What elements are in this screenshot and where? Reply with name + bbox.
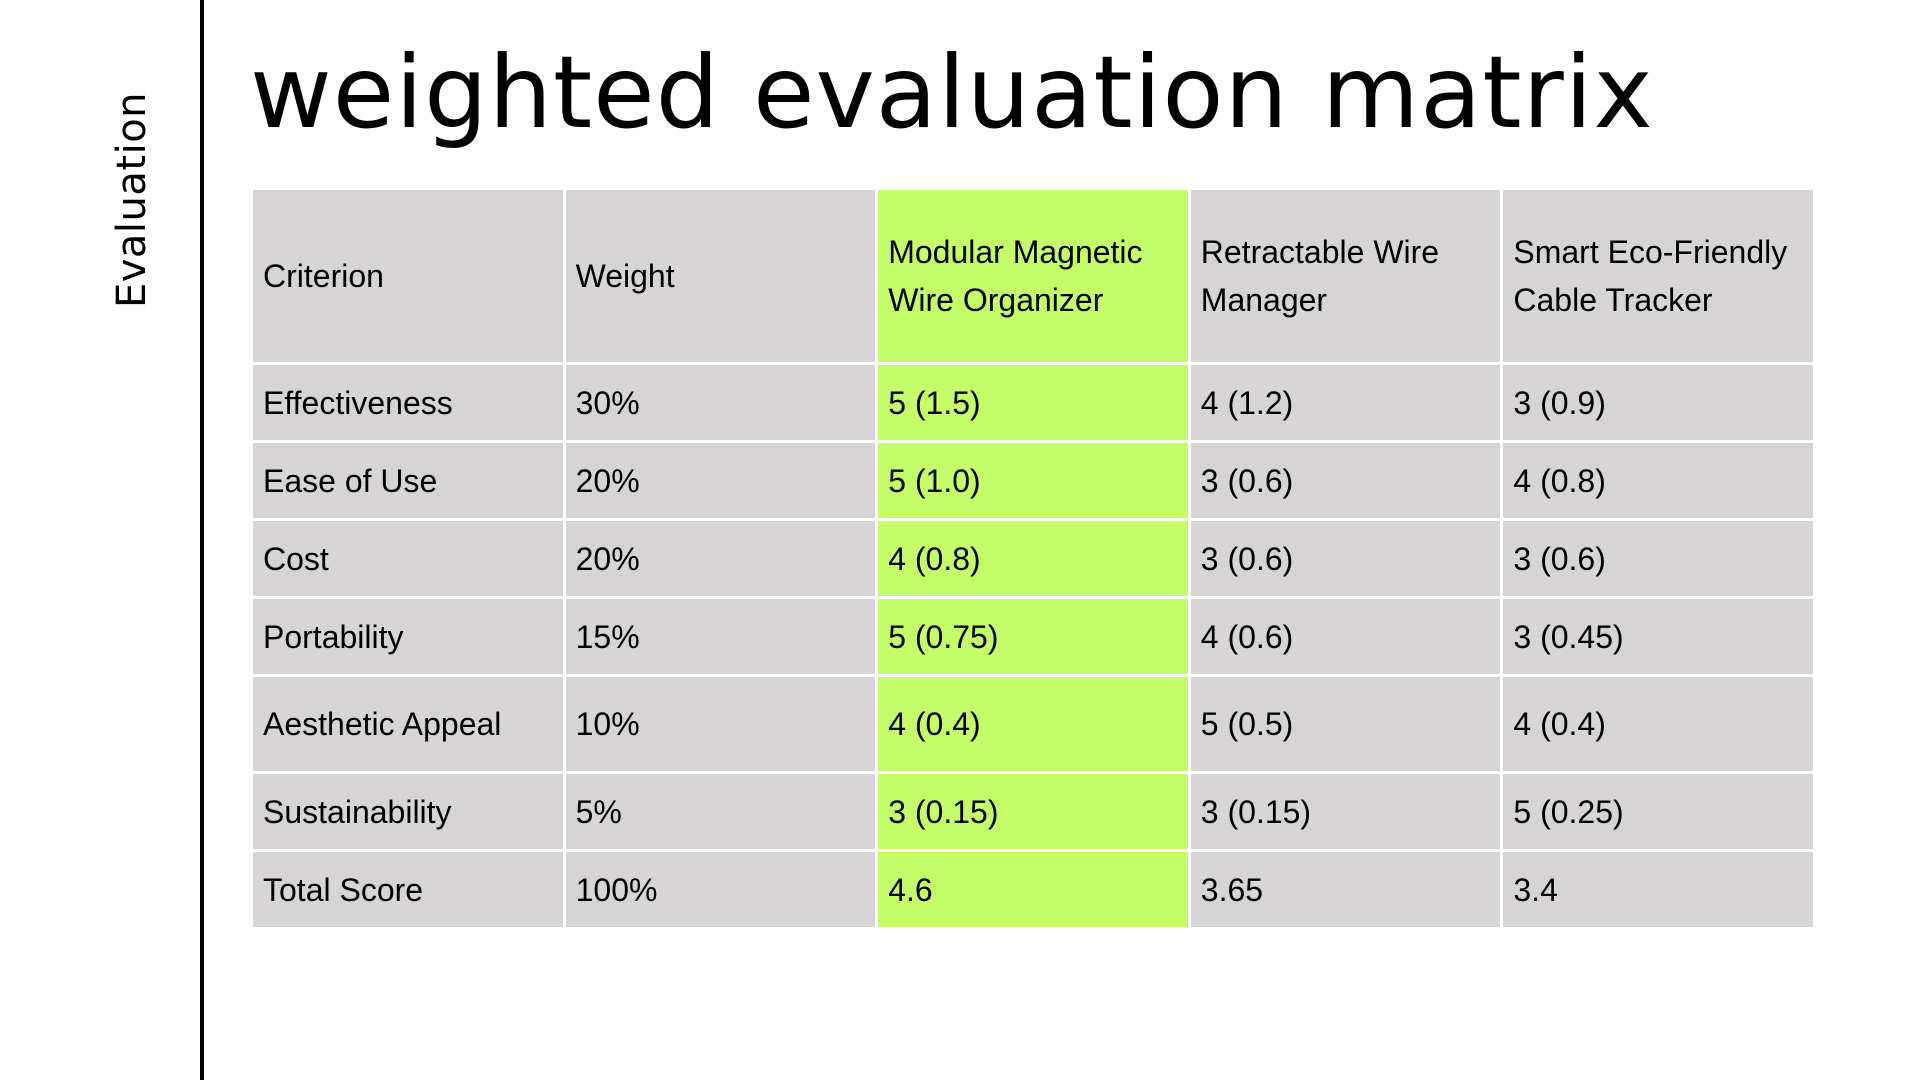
- cell-score: 4 (0.6): [1190, 599, 1501, 674]
- cell-score: 5 (0.5): [1190, 677, 1501, 771]
- table-row-total: Total Score 100% 4.6 3.65 3.4: [253, 852, 1813, 927]
- cell-weight: 100%: [565, 852, 876, 927]
- cell-score: 5 (0.25): [1503, 774, 1813, 849]
- table-header-row: Criterion Weight Modular Magnetic Wire O…: [253, 190, 1813, 362]
- cell-total-score: 4.6: [878, 852, 1188, 927]
- table-row: Sustainability 5% 3 (0.15) 3 (0.15) 5 (0…: [253, 774, 1813, 849]
- evaluation-matrix-table: Criterion Weight Modular Magnetic Wire O…: [250, 187, 1816, 930]
- cell-score: 3 (0.6): [1190, 521, 1501, 596]
- table-row: Ease of Use 20% 5 (1.0) 3 (0.6) 4 (0.8): [253, 443, 1813, 518]
- cell-score: 3 (0.6): [1503, 521, 1813, 596]
- cell-total-score: 3.4: [1503, 852, 1813, 927]
- header-weight: Weight: [565, 190, 876, 362]
- cell-score: 3 (0.15): [878, 774, 1188, 849]
- cell-criterion: Cost: [253, 521, 563, 596]
- cell-score: 4 (0.4): [878, 677, 1188, 771]
- cell-total-score: 3.65: [1190, 852, 1501, 927]
- cell-criterion: Aesthetic Appeal: [253, 677, 563, 771]
- cell-criterion: Effectiveness: [253, 365, 563, 440]
- header-option-smart-eco: Smart Eco-Friendly Cable Tracker: [1503, 190, 1813, 362]
- cell-criterion: Sustainability: [253, 774, 563, 849]
- vertical-divider: [200, 0, 204, 1080]
- cell-weight: 20%: [565, 443, 876, 518]
- cell-score: 5 (1.0): [878, 443, 1188, 518]
- cell-score: 5 (1.5): [878, 365, 1188, 440]
- cell-score: 3 (0.45): [1503, 599, 1813, 674]
- page-title: weighted evaluation matrix: [250, 34, 1654, 151]
- cell-score: 3 (0.6): [1190, 443, 1501, 518]
- cell-criterion: Portability: [253, 599, 563, 674]
- cell-weight: 20%: [565, 521, 876, 596]
- cell-score: 4 (0.4): [1503, 677, 1813, 771]
- cell-criterion: Total Score: [253, 852, 563, 927]
- table-row: Cost 20% 4 (0.8) 3 (0.6) 3 (0.6): [253, 521, 1813, 596]
- cell-weight: 15%: [565, 599, 876, 674]
- cell-weight: 30%: [565, 365, 876, 440]
- cell-score: 5 (0.75): [878, 599, 1188, 674]
- cell-criterion: Ease of Use: [253, 443, 563, 518]
- header-criterion: Criterion: [253, 190, 563, 362]
- cell-score: 4 (0.8): [878, 521, 1188, 596]
- table-row: Portability 15% 5 (0.75) 4 (0.6) 3 (0.45…: [253, 599, 1813, 674]
- cell-score: 4 (1.2): [1190, 365, 1501, 440]
- header-option-retractable: Retractable Wire Manager: [1190, 190, 1501, 362]
- cell-score: 4 (0.8): [1503, 443, 1813, 518]
- table-row: Effectiveness 30% 5 (1.5) 4 (1.2) 3 (0.9…: [253, 365, 1813, 440]
- table-row: Aesthetic Appeal 10% 4 (0.4) 5 (0.5) 4 (…: [253, 677, 1813, 771]
- cell-score: 3 (0.15): [1190, 774, 1501, 849]
- header-option-modular-magnetic: Modular Magnetic Wire Organizer: [878, 190, 1188, 362]
- cell-score: 3 (0.9): [1503, 365, 1813, 440]
- section-label: Evaluation: [109, 91, 155, 309]
- cell-weight: 10%: [565, 677, 876, 771]
- cell-weight: 5%: [565, 774, 876, 849]
